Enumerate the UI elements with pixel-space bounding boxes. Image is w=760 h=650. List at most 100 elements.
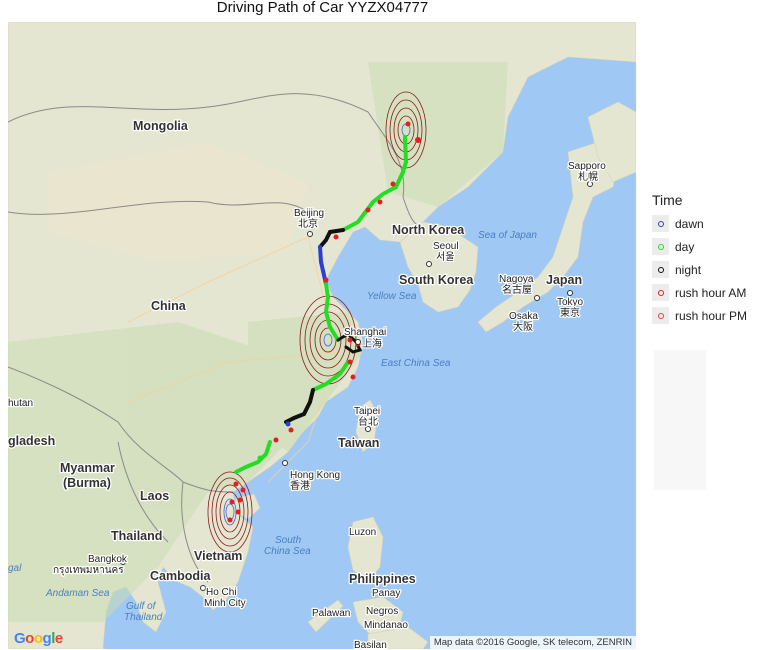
country-label-north-korea: North Korea [392,223,465,237]
rush-point [233,481,239,487]
google-logo-letter: g [42,630,52,647]
rush-point [229,499,235,505]
city-labels: Beijing 北京 Seoul 서울 Shanghai 上海 Taipei 台… [52,160,608,649]
city-label-osaka-local: 大阪 [513,320,533,333]
country-label-burma: (Burma) [63,476,111,490]
path-dawn [318,245,328,286]
country-label-philippines: Philippines [349,572,416,586]
palawan-island [307,599,344,633]
google-logo-letter: o [25,630,34,647]
country-label-bangladesh: gladesh [8,434,55,448]
google-logo-letter: o [33,630,43,647]
legend-label: night [675,262,702,277]
city-label-panay: Panay [372,588,400,599]
city-label-nagoya-local: 名古屋 [502,283,532,296]
city-label-tokyo: Tokyo [557,297,584,308]
city-label-taipei: Taipei [354,406,380,417]
sea-label-andaman-sea: Andaman Sea [45,588,110,599]
legend-label: dawn [675,216,704,231]
legend-item-day: day [652,235,757,258]
map-canvas[interactable]: Mongolia China North Korea South Korea J… [8,22,636,649]
city-label-sapporo: Sapporo [568,161,606,172]
google-logo[interactable]: Google [14,630,63,647]
country-label-thailand: Thailand [111,529,162,543]
sea-label-gulf-thailand-2: Thailand [124,612,163,623]
rush-point [240,487,246,493]
legend-swatch [657,243,664,250]
country-label-south-korea: South Korea [399,273,474,287]
sea-labels: Sea of Japan Yellow Sea East China Sea S… [8,230,537,623]
city-label-mindanao: Mindanao [364,620,408,631]
legend-key [652,261,669,278]
mindanao-island [367,626,429,649]
path-day-guangdong [234,440,272,474]
city-label-beijing-local: 北京 [298,217,318,230]
borders-layer [8,93,424,583]
city-marker [587,181,593,187]
japan-islands [477,141,619,333]
city-label-nagoya: Nagoya [499,274,534,285]
country-label-bhutan: hutan [8,398,33,409]
country-label-mongolia: Mongolia [133,119,189,133]
legend-key [652,284,669,301]
rush-point [288,427,294,433]
rush-point [237,497,243,503]
legend-title: Time [652,192,683,208]
legend-key [652,307,669,324]
country-label-laos: Laos [140,489,169,503]
rush-point [273,437,279,443]
country-label-china: China [151,299,187,313]
legend-label: rush hour PM [675,308,748,323]
path-night-beijing [318,228,345,249]
rush-point [347,359,353,365]
rush-point [235,509,241,515]
city-label-taipei-local: 台北 [358,415,378,428]
rush-point [350,374,356,380]
rush-point [390,181,396,187]
city-label-hong-kong: Hong Kong [290,470,340,481]
legend: Time dawn day night rush hour AM rush ho… [652,192,757,327]
legend-swatch [657,220,664,227]
sea-label-south-china-sea-1: South [275,535,302,546]
city-label-beijing: Beijing [294,208,324,219]
city-label-osaka: Osaka [509,311,538,322]
legend-item-dawn: dawn [652,212,757,235]
country-label-vietnam: Vietnam [194,549,242,563]
sea-label-east-china-sea: East China Sea [381,358,451,369]
legend-key [652,238,669,255]
rush-point [333,234,339,240]
legend-item-night: night [652,258,757,281]
rush-point [323,277,329,283]
city-label-basilan: Basilan [354,640,387,649]
city-label-tokyo-local: 東京 [560,306,580,319]
google-logo-letter: e [54,630,63,647]
map-svg: Mongolia China North Korea South Korea J… [8,22,636,649]
country-labels: Mongolia China North Korea South Korea J… [8,118,583,588]
legend-swatch [657,289,664,296]
luzon-island [347,516,384,583]
city-marker [120,559,126,565]
path-points [227,121,421,523]
sea-label-gulf-thailand-1: Gulf of [126,601,157,612]
city-label-luzon: Luzon [349,527,376,538]
city-marker [567,290,573,296]
rush-point [377,199,383,205]
city-label-hong-kong-local: 香港 [290,480,310,492]
city-marker [307,231,313,237]
city-label-seoul: Seoul [433,241,459,252]
google-logo-text: Google [14,630,63,647]
city-marker [355,339,361,345]
path-night-fujian [284,388,315,424]
legend-key [652,215,669,232]
legend-swatch [657,312,664,319]
city-label-ho-chi-minh-2: Minh City [204,598,246,609]
path-day-south [311,360,350,392]
map-attribution[interactable]: Map data ©2016 Google, SK telecom, ZENRI… [429,636,636,649]
legend-label: day [675,239,695,254]
legend-item-rush-hour-pm: rush hour PM [652,304,757,327]
dawn-point [285,421,291,427]
city-label-shanghai-local: 上海 [362,337,382,350]
city-label-palawan: Palawan [312,608,350,619]
city-label-bangkok-local: กรุงเทพมหานคร [53,565,124,576]
google-logo-letter: G [14,630,26,647]
